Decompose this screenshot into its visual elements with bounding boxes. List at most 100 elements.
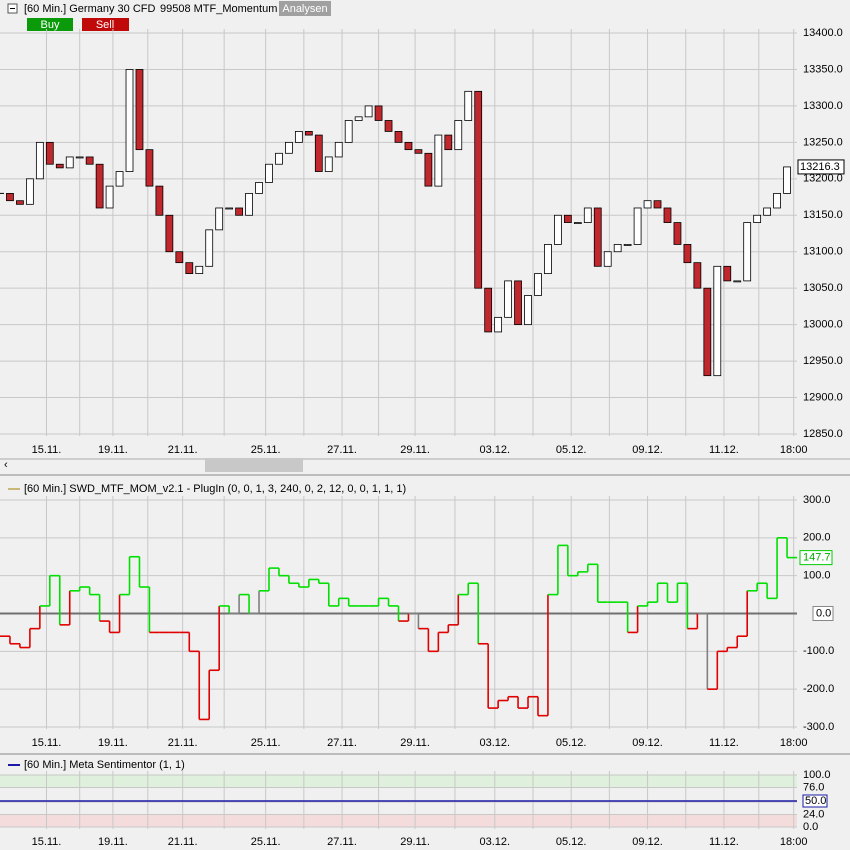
last-price-label: 13216.3: [800, 161, 840, 173]
candle: [484, 287, 493, 333]
candle: [743, 222, 752, 282]
candle: [414, 149, 423, 154]
candle: [85, 156, 94, 165]
candle: [693, 262, 702, 289]
x-tick-label: 29.11.: [400, 444, 430, 456]
x-tick-label: 25.11.: [251, 836, 281, 848]
candle: [514, 280, 522, 326]
candle: [225, 207, 234, 210]
y-tick-label: 13350.0: [803, 63, 843, 75]
candle: [544, 244, 552, 275]
candle: [394, 131, 403, 143]
candle: [554, 214, 562, 245]
candle: [195, 265, 204, 274]
candle: [673, 222, 682, 245]
x-tick-label: 03.12.: [480, 836, 511, 848]
candle: [733, 280, 742, 283]
candle: [294, 131, 303, 143]
candle: [135, 69, 144, 151]
x-tick-label: 19.11.: [98, 444, 128, 456]
y-tick-label: 13400.0: [803, 27, 843, 39]
candle: [255, 182, 263, 194]
x-tick-label: 29.11.: [400, 737, 430, 749]
candle: [155, 185, 164, 216]
candle: [474, 90, 483, 289]
candle: [504, 280, 512, 318]
candle: [55, 163, 64, 169]
last-value-box: [799, 550, 833, 566]
candle: [275, 152, 283, 165]
candle: [95, 163, 104, 209]
candle: [663, 207, 672, 223]
analysis-button[interactable]: [279, 1, 331, 16]
candle: [763, 207, 771, 216]
candle: [75, 156, 84, 159]
candle: [593, 207, 602, 267]
y-tick-label: 13150.0: [803, 209, 843, 221]
candle: [215, 207, 224, 231]
x-tick-label: 11.12.: [709, 737, 739, 749]
candle: [653, 200, 662, 209]
candle: [354, 116, 363, 121]
candle: [374, 105, 383, 121]
candle: [534, 273, 542, 296]
candle: [6, 192, 14, 202]
candle: [205, 229, 214, 267]
candle: [245, 192, 253, 216]
x-tick-label: 15.11.: [32, 444, 62, 456]
y-tick-label: 24.0: [803, 808, 824, 820]
x-tick-label: 29.11.: [400, 836, 430, 848]
candle: [713, 265, 722, 377]
candle: [314, 134, 323, 172]
candle: [16, 200, 24, 205]
y-tick-label: 200.0: [803, 532, 831, 544]
candle: [563, 214, 572, 223]
candle: [494, 316, 503, 333]
y-tick-label: 76.0: [803, 781, 824, 793]
y-tick-label: 13200.0: [803, 173, 843, 185]
candle: [105, 185, 114, 209]
x-tick-label: 09.12.: [632, 444, 663, 456]
candle: [26, 178, 34, 205]
sell-button[interactable]: [82, 18, 129, 31]
instrument-label: [60 Min.] Germany 30 CFD: [24, 3, 155, 15]
scrollbar-thumb[interactable]: [205, 458, 303, 472]
candle: [175, 251, 184, 264]
y-tick-label: 12900.0: [803, 391, 843, 403]
y-tick-label: 0.0: [803, 821, 818, 833]
sell-button-label: Sell: [96, 19, 114, 31]
scroll-left-arrow[interactable]: ‹: [4, 459, 8, 471]
candle: [115, 171, 124, 187]
candle: [783, 166, 791, 194]
x-tick-label: 03.12.: [480, 737, 511, 749]
x-tick-label: 05.12.: [556, 444, 587, 456]
y-tick-label: 13000.0: [803, 319, 843, 331]
candle: [773, 192, 781, 209]
candle: [344, 120, 353, 143]
x-tick-label: 03.12.: [480, 444, 511, 456]
y-tick-label: -100.0: [803, 645, 834, 657]
value-box: [802, 794, 828, 808]
x-tick-label: 15.11.: [32, 836, 62, 848]
y-tick-label: 12850.0: [803, 428, 843, 440]
candle: [324, 156, 333, 172]
momentum-title: [60 Min.] SWD_MTF_MOM_v2.1 - PlugIn (0, …: [24, 483, 406, 495]
x-tick-label: 21.11.: [168, 444, 198, 456]
x-tick-label: 27.11.: [327, 444, 357, 456]
candle: [334, 141, 343, 158]
x-tick-label: 25.11.: [251, 737, 281, 749]
bearish-zone: [0, 814, 797, 827]
x-tick-label: 18:00: [780, 444, 808, 456]
candle: [125, 69, 134, 172]
y-tick-label: 13300.0: [803, 100, 843, 112]
candle: [573, 222, 582, 224]
candle: [603, 251, 612, 267]
y-tick-label: 13050.0: [803, 282, 843, 294]
buy-button[interactable]: [27, 18, 73, 31]
candle: [464, 90, 473, 121]
candle: [723, 265, 732, 282]
candle: [683, 244, 692, 264]
zero-label: 0.0: [816, 607, 831, 619]
y-tick-label: -300.0: [803, 721, 834, 733]
